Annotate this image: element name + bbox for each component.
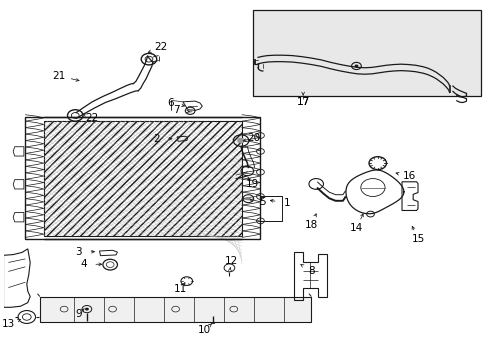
Text: 3: 3: [75, 247, 82, 257]
Text: 21: 21: [53, 71, 66, 81]
Text: 17: 17: [296, 97, 309, 107]
Text: 12: 12: [224, 256, 238, 266]
Text: 8: 8: [307, 266, 314, 276]
Bar: [44, 121, 242, 235]
Text: 16: 16: [402, 171, 416, 181]
Bar: [40, 297, 311, 321]
Text: 7: 7: [172, 105, 179, 115]
Text: 2: 2: [153, 134, 159, 144]
Text: 4: 4: [80, 259, 87, 269]
Text: 15: 15: [410, 234, 424, 244]
Text: 9: 9: [75, 310, 82, 319]
Text: 10: 10: [198, 325, 211, 335]
Bar: [25, 117, 260, 239]
Text: 20: 20: [246, 133, 260, 143]
Circle shape: [187, 109, 192, 113]
Circle shape: [237, 138, 244, 143]
Text: 18: 18: [304, 220, 317, 230]
Text: 17: 17: [296, 97, 309, 107]
Bar: [253, 10, 480, 96]
Text: 1: 1: [283, 198, 290, 208]
Circle shape: [85, 308, 89, 311]
Circle shape: [354, 64, 358, 67]
Text: 22: 22: [154, 42, 167, 52]
Text: 14: 14: [349, 224, 362, 233]
Bar: [260, 197, 282, 221]
Text: 11: 11: [174, 284, 187, 294]
Bar: [44, 121, 242, 235]
Bar: [25, 117, 260, 239]
Text: 6: 6: [167, 98, 174, 108]
Text: 22: 22: [85, 113, 99, 123]
Circle shape: [245, 197, 250, 201]
Text: 13: 13: [2, 319, 15, 329]
Text: 5: 5: [259, 197, 265, 207]
Text: 19: 19: [245, 179, 258, 189]
